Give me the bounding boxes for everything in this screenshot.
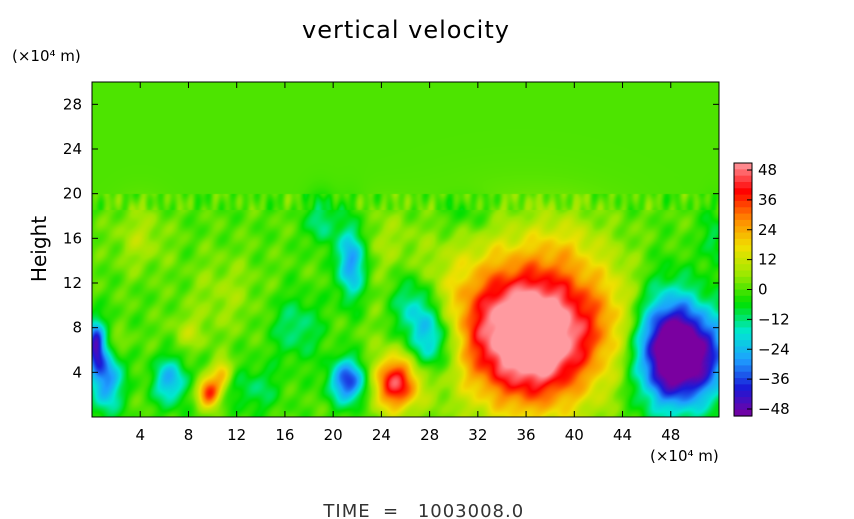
- colorbar: 48 36 24 12 0 −12 −24 −36 −48: [733, 161, 790, 418]
- colorbar-band: [734, 308, 752, 316]
- colorbar-band: [734, 340, 752, 348]
- colorbar-band: [734, 213, 752, 221]
- colorbar-band: [734, 219, 752, 227]
- colorbar-tick-label: 48: [758, 161, 777, 179]
- x-tick-label: 24: [372, 426, 391, 444]
- y-axis-label: Height: [27, 216, 51, 282]
- colorbar-band: [734, 346, 752, 354]
- time-value: 1003008.0: [418, 501, 524, 519]
- y-tick-label: 24: [63, 140, 82, 158]
- colorbar-tick-label: 36: [758, 191, 777, 209]
- colorbar-band: [734, 333, 752, 341]
- colorbar-band: [734, 409, 752, 417]
- colorbar-tick-label: −24: [758, 340, 790, 358]
- x-tick-label: 32: [468, 426, 487, 444]
- x-tick-label: 4: [135, 426, 145, 444]
- colorbar-band: [734, 169, 752, 177]
- plot-frame: [91, 81, 720, 418]
- colorbar-band: [734, 226, 752, 234]
- colorbar-band: [734, 175, 752, 183]
- chart-title: vertical velocity: [302, 16, 510, 44]
- colorbar-band: [734, 232, 752, 240]
- x-axis-ticks: 4 8 12 16 20 24 28 32 36 40 44 48: [135, 82, 680, 444]
- x-tick-label: 40: [565, 426, 584, 444]
- colorbar-band: [734, 371, 752, 379]
- colorbar-tick-label: −48: [758, 400, 790, 418]
- heatmap-field: [92, 82, 719, 417]
- colorbar-band: [734, 283, 752, 291]
- colorbar-band: [734, 359, 752, 366]
- colorbar-tick-label: 12: [758, 251, 777, 269]
- colorbar-band: [734, 378, 752, 385]
- x-units-label: (×10⁴ m): [650, 447, 719, 465]
- colorbar-band: [734, 257, 752, 265]
- colorbar-band: [734, 245, 752, 253]
- colorbar-band: [734, 327, 752, 335]
- colorbar-tick-label: 0: [758, 281, 768, 299]
- colorbar-band: [734, 188, 752, 196]
- colorbar-band: [734, 295, 752, 303]
- colorbar-band: [734, 207, 752, 215]
- x-tick-label: 36: [517, 426, 536, 444]
- colorbar-band: [734, 321, 752, 329]
- colorbar-tick-label: −36: [758, 370, 790, 388]
- y-tick-label: 8: [72, 319, 82, 337]
- x-tick-label: 48: [661, 426, 680, 444]
- colorbar-band: [734, 390, 752, 398]
- x-tick-label: 20: [324, 426, 343, 444]
- x-tick-label: 16: [275, 426, 294, 444]
- colorbar-band: [734, 163, 752, 170]
- colorbar-band: [734, 352, 752, 360]
- y-units-label: (×10⁴ m): [12, 47, 81, 65]
- colorbar-band: [734, 264, 752, 272]
- colorbar-band: [734, 403, 752, 411]
- x-tick-label: 28: [420, 426, 439, 444]
- y-tick-label: 16: [63, 229, 82, 247]
- x-tick-label: 44: [613, 426, 632, 444]
- colorbar-band: [734, 314, 752, 322]
- x-tick-label: 8: [184, 426, 194, 444]
- time-equals: =: [383, 501, 399, 519]
- colorbar-band: [734, 365, 752, 373]
- colorbar-band: [734, 200, 752, 208]
- y-axis-ticks: 4 8 12 16 20 24 28: [63, 95, 719, 381]
- colorbar-band: [734, 251, 752, 259]
- y-tick-label: 28: [63, 95, 82, 113]
- colorbar-band: [734, 276, 752, 284]
- y-tick-label: 4: [72, 363, 82, 381]
- colorbar-tick-label: −12: [758, 310, 790, 328]
- time-label: TIME: [322, 501, 370, 519]
- x-tick-label: 12: [227, 426, 246, 444]
- colorbar-band: [734, 270, 752, 278]
- colorbar-band: [734, 302, 752, 310]
- colorbar-band: [734, 397, 752, 404]
- y-tick-label: 20: [63, 185, 82, 203]
- colorbar-band: [734, 238, 752, 246]
- colorbar-band: [734, 384, 752, 392]
- time-readout: TIME = 1003008.0: [322, 501, 524, 519]
- colorbar-band: [734, 289, 752, 297]
- y-tick-label: 12: [63, 274, 82, 292]
- colorbar-band: [734, 194, 752, 202]
- colorbar-band: [734, 181, 752, 189]
- colorbar-tick-label: 24: [758, 221, 777, 239]
